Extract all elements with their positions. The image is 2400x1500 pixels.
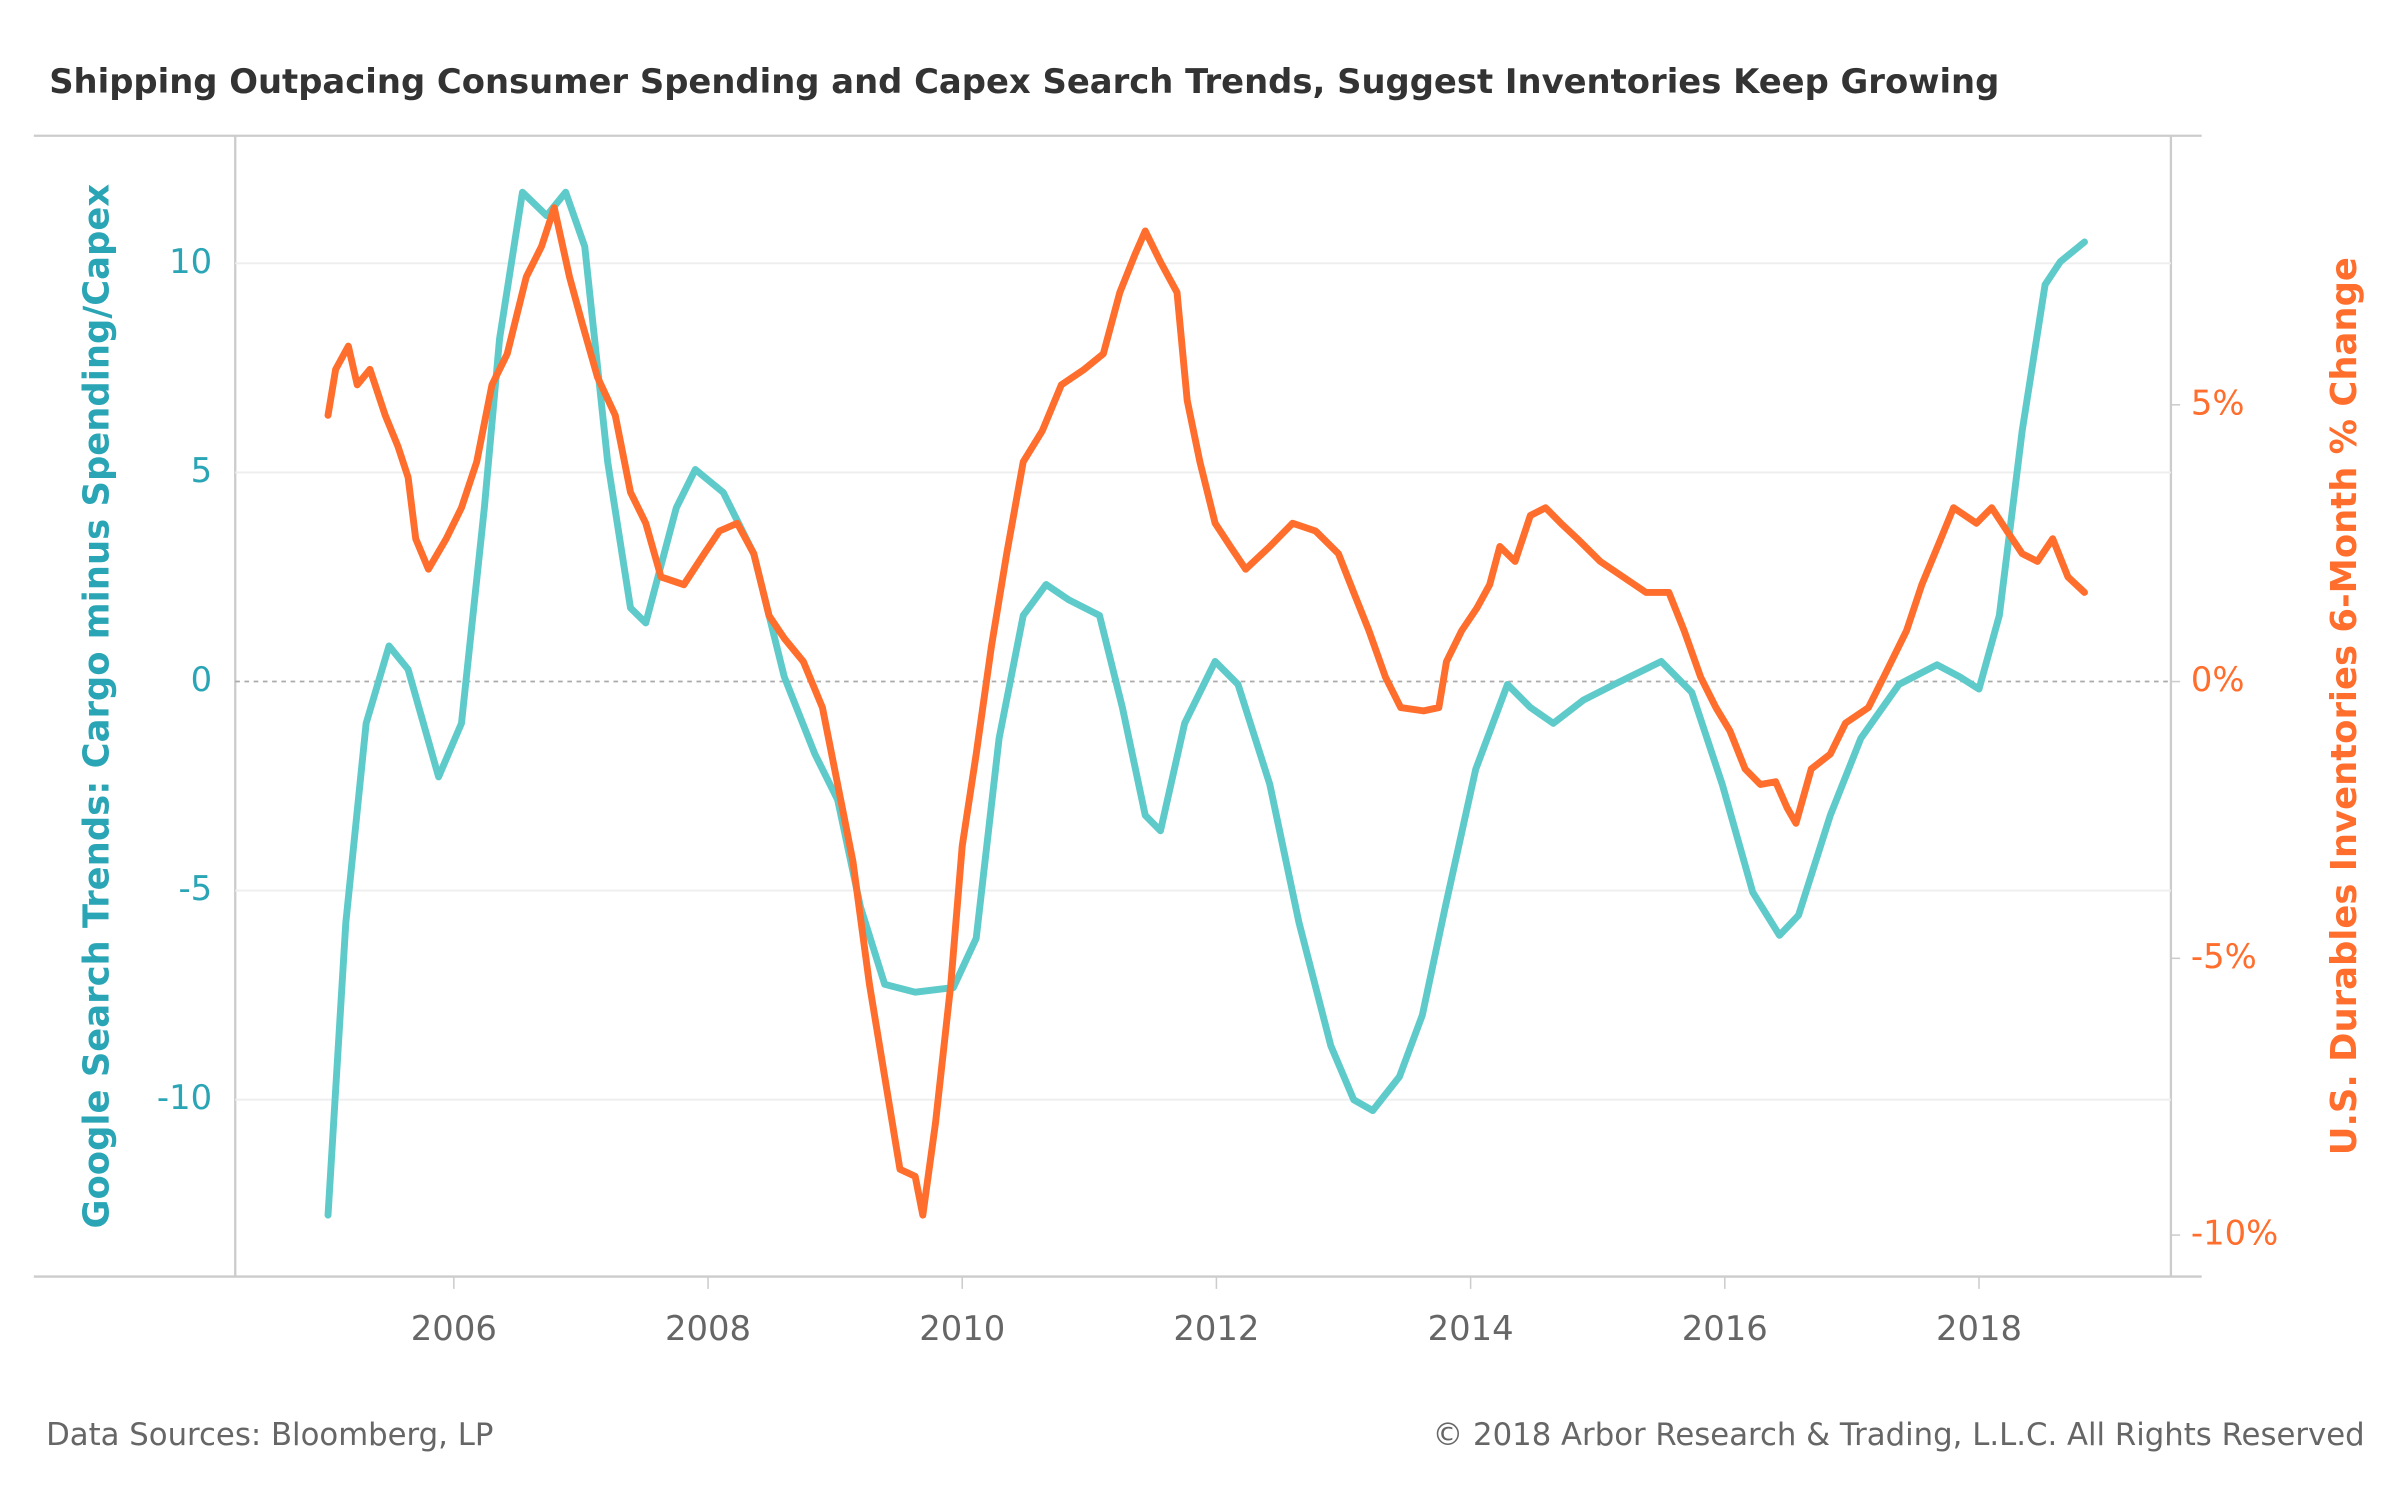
- y-tick-label: 5: [191, 451, 213, 490]
- y2-axis-label: U.S. Durables Inventories 6-Month % Chan…: [2324, 257, 2365, 1155]
- y2-tick-label: -10%: [2191, 1214, 2278, 1253]
- copyright-note: © 2018 Arbor Research & Trading, L.L.C. …: [1433, 1417, 2365, 1453]
- y2-tick-label: 0%: [2191, 660, 2245, 699]
- y2-tick-label: -5%: [2191, 937, 2257, 976]
- x-tick-label: 2006: [411, 1309, 497, 1348]
- x-tick-label: 2016: [1682, 1309, 1768, 1348]
- y2-tick-label: 5%: [2191, 383, 2245, 422]
- series-line: [324, 188, 2088, 1219]
- series-line: [324, 204, 2088, 1219]
- x-tick-label: 2010: [919, 1309, 1005, 1348]
- x-tick-label: 2014: [1428, 1309, 1514, 1348]
- x-tick-label: 2012: [1173, 1309, 1259, 1348]
- x-tick-label: 2008: [665, 1309, 751, 1348]
- x-tick-label: 2018: [1936, 1309, 2022, 1348]
- chart-title: Shipping Outpacing Consumer Spending and…: [49, 62, 1999, 101]
- y-axis-label: Google Search Trends: Cargo minus Spendi…: [76, 184, 117, 1229]
- y-tick-label: -5: [178, 869, 212, 908]
- y-tick-label: 10: [169, 242, 212, 281]
- source-note: Data Sources: Bloomberg, LP: [46, 1417, 493, 1453]
- y-tick-label: -10: [157, 1078, 212, 1117]
- y-tick-label: 0: [191, 660, 213, 699]
